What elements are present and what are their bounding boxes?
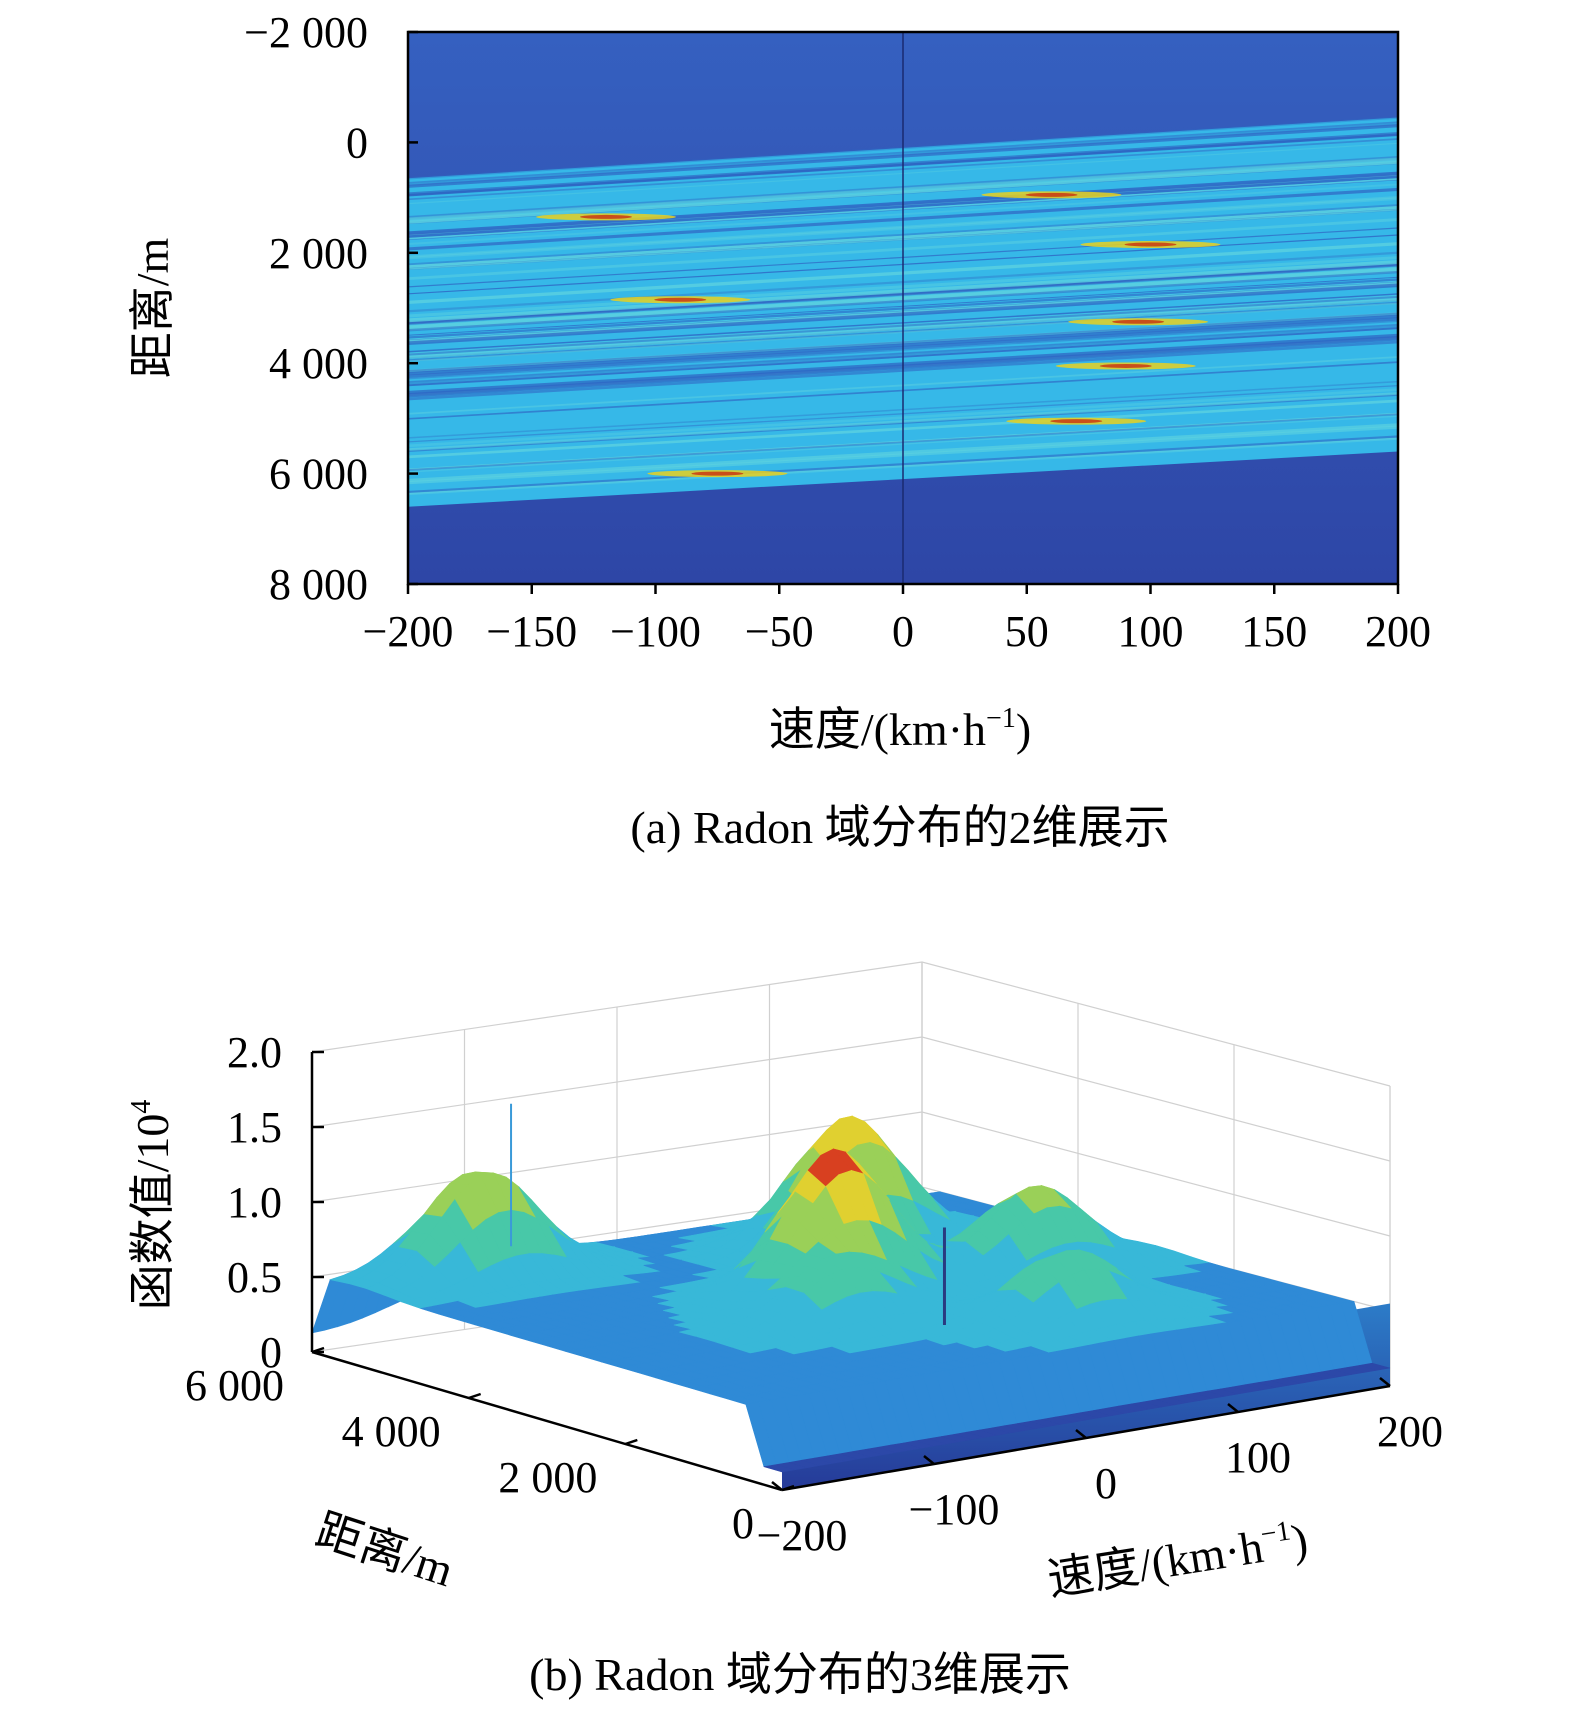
speed-tick-label: 0 bbox=[1095, 1459, 1117, 1508]
distance-tick-label: 0 bbox=[732, 1499, 754, 1548]
x-axis-label-2d: 速度/(km·h−1) bbox=[769, 703, 1031, 755]
x-tick-label-2d: −100 bbox=[610, 607, 701, 656]
z-axis-label-3d: 函数值/104 bbox=[126, 1100, 178, 1311]
x-tick-label-2d: 150 bbox=[1241, 607, 1307, 656]
x-tick-label-2d: −50 bbox=[745, 607, 814, 656]
distance-tick-label: 6 000 bbox=[185, 1361, 284, 1410]
z-axis-3d: 00.51.01.52.0 bbox=[227, 1028, 324, 1377]
y-tick-label-2d: −2 000 bbox=[244, 8, 368, 57]
distance-tick-label: 2 000 bbox=[498, 1453, 597, 1502]
z-tick-label: 1.5 bbox=[227, 1103, 282, 1152]
x-tick-label-2d: 0 bbox=[892, 607, 914, 656]
caption-a: (a) Radon 域分布的2维展示 bbox=[630, 802, 1169, 853]
x-tick-label-2d: −150 bbox=[486, 607, 577, 656]
distance-tick bbox=[469, 1394, 481, 1398]
z-tick-label: 2.0 bbox=[227, 1028, 282, 1077]
hotspot-core bbox=[1112, 320, 1164, 324]
hotspot-core bbox=[691, 472, 743, 476]
y-tick-label-2d: 0 bbox=[346, 118, 368, 167]
speed-tick-label: −100 bbox=[909, 1485, 1000, 1534]
hotspot-core bbox=[654, 298, 706, 302]
y-axis-2d: −2 000 0 2 000 4 000 6 000 8 000 bbox=[244, 8, 418, 609]
y-axis-label-2d: 距离/m bbox=[127, 238, 178, 379]
x-tick-label-2d: 200 bbox=[1365, 607, 1431, 656]
z-tick-label: 0.5 bbox=[227, 1253, 282, 1302]
hotspot-core bbox=[1125, 243, 1177, 247]
distance-axis-label-3d: 距离/m bbox=[310, 1504, 460, 1596]
speed-axis-label-3d: 速度/(km·h−1) bbox=[1044, 1513, 1311, 1605]
hotspot-core bbox=[1050, 419, 1102, 423]
x-axis-2d: −200 −150 −100 −50 0 50 100 150 200 bbox=[363, 584, 1431, 656]
distance-tick-label: 4 000 bbox=[342, 1407, 441, 1456]
x-tick-label-2d: 50 bbox=[1005, 607, 1049, 656]
hotspot-core bbox=[1026, 193, 1078, 197]
caption-b: (b) Radon 域分布的3维展示 bbox=[529, 1649, 1071, 1700]
hotspot-core bbox=[1100, 364, 1152, 368]
grid-line bbox=[312, 962, 1390, 1086]
speed-tick-label: 200 bbox=[1377, 1407, 1443, 1456]
speed-tick-label: −200 bbox=[757, 1511, 848, 1560]
hotspot-core bbox=[580, 215, 632, 219]
y-tick-label-2d: 2 000 bbox=[269, 229, 368, 278]
y-tick-label-2d: 6 000 bbox=[269, 450, 368, 499]
x-tick-label-2d: −200 bbox=[363, 607, 454, 656]
distance-tick bbox=[625, 1440, 637, 1444]
x-tick-label-2d: 100 bbox=[1118, 607, 1184, 656]
speed-tick-label: 100 bbox=[1225, 1433, 1291, 1482]
y-tick-label-2d: 4 000 bbox=[269, 339, 368, 388]
y-tick-label-2d: 8 000 bbox=[269, 560, 368, 609]
chart-2d: −200 −150 −100 −50 0 50 100 150 200 −2 000 0 2 000… bbox=[127, 8, 1431, 853]
z-tick-label: 1.0 bbox=[227, 1178, 282, 1227]
